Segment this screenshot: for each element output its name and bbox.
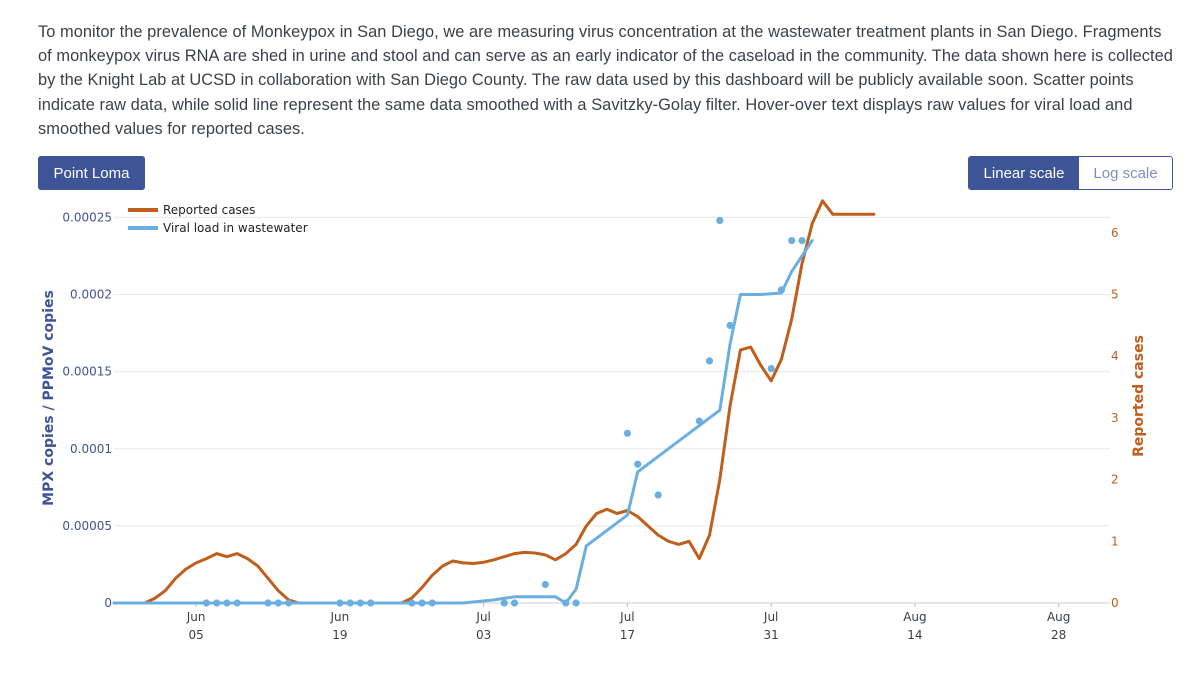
- viral-load-point[interactable]: [798, 237, 806, 245]
- viral-load-point[interactable]: [356, 599, 364, 607]
- viral-load-point[interactable]: [767, 365, 775, 373]
- linear-scale-button[interactable]: Linear scale: [969, 157, 1079, 189]
- x-tick-label-month: Jul: [619, 610, 634, 624]
- x-tick-label-day: 28: [1051, 628, 1066, 642]
- scale-toggle: Linear scale Log scale: [968, 156, 1173, 190]
- y-right-tick-label: 6: [1111, 226, 1119, 240]
- log-scale-button[interactable]: Log scale: [1079, 157, 1172, 189]
- viral-load-point[interactable]: [202, 599, 210, 607]
- x-tick-label-month: Aug: [1047, 610, 1070, 624]
- x-tick-label-day: 05: [189, 628, 204, 642]
- y-axis-right-label: Reported cases: [1131, 335, 1147, 457]
- y-right-tick-label: 1: [1111, 534, 1119, 548]
- viral-load-point[interactable]: [274, 599, 282, 607]
- y-axis-right-ticks: 0 1 2 3 4 5 6: [1111, 226, 1119, 610]
- x-tick-label-day: 03: [476, 628, 491, 642]
- viral-load-point[interactable]: [418, 599, 426, 607]
- viral-load-point[interactable]: [623, 429, 632, 437]
- series-line-viral-load: [112, 239, 814, 605]
- x-axis-ticks: Jun 05 Jun 19 Jul 03 Jul 17 Jul 31 Aug 14 Aug 28: [186, 603, 1070, 642]
- wastewater-chart: 0 0.00005 0.0001 0.00015 0.0002 0.00025 0 1 2 3 4…: [41, 199, 1147, 642]
- y-left-tick-label: 0.00015: [62, 365, 112, 379]
- y-left-tick-label: 0.00005: [62, 519, 112, 533]
- viral-load-point[interactable]: [285, 599, 293, 607]
- legend: Reported cases Viral load in wastewater: [128, 203, 308, 235]
- viral-load-point[interactable]: [367, 599, 375, 607]
- y-right-tick-label: 2: [1111, 473, 1119, 487]
- y-left-tick-label: 0.0001: [70, 442, 112, 456]
- viral-load-point[interactable]: [223, 599, 231, 607]
- x-tick-label-day: 14: [907, 628, 922, 642]
- y-right-tick-label: 4: [1111, 349, 1119, 363]
- viral-load-point[interactable]: [562, 599, 570, 607]
- viral-load-point[interactable]: [716, 216, 724, 225]
- y-axis-left-ticks: 0 0.00005 0.0001 0.00015 0.0002 0.00025: [62, 210, 112, 610]
- viral-load-point[interactable]: [634, 460, 642, 468]
- viral-load-point[interactable]: [788, 237, 796, 245]
- series-layer: [112, 199, 876, 607]
- y-right-tick-label: 3: [1111, 411, 1119, 425]
- x-tick-label-day: 31: [764, 628, 779, 642]
- viral-load-point[interactable]: [695, 417, 703, 425]
- viral-load-point[interactable]: [541, 580, 549, 589]
- viral-load-point[interactable]: [233, 599, 241, 607]
- viral-load-point[interactable]: [705, 357, 714, 365]
- x-tick-label-month: Jul: [763, 610, 778, 624]
- series-line-reported-cases: [112, 199, 876, 605]
- x-tick-label-month: Jun: [330, 610, 350, 624]
- viral-load-point[interactable]: [408, 599, 416, 607]
- x-tick-label-month: Jun: [186, 610, 206, 624]
- x-tick-label-month: Aug: [903, 610, 926, 624]
- viral-load-point[interactable]: [726, 321, 734, 329]
- viral-load-point[interactable]: [213, 599, 221, 607]
- x-tick-label-day: 19: [332, 628, 347, 642]
- y-right-tick-label: 0: [1111, 596, 1119, 610]
- viral-load-point[interactable]: [654, 491, 662, 499]
- legend-label-reported-cases: Reported cases: [163, 203, 255, 217]
- y-left-tick-label: 0.00025: [62, 210, 112, 224]
- viral-load-point[interactable]: [346, 599, 354, 607]
- y-right-tick-label: 5: [1111, 288, 1119, 302]
- viral-load-point[interactable]: [572, 599, 580, 607]
- viral-load-point[interactable]: [510, 599, 519, 607]
- intro-paragraph: To monitor the prevalence of Monkeypox i…: [38, 23, 1173, 138]
- x-tick-label-day: 17: [620, 628, 635, 642]
- viral-load-point[interactable]: [777, 286, 786, 294]
- y-left-tick-label: 0.0002: [70, 288, 112, 302]
- viral-load-point[interactable]: [264, 599, 272, 607]
- x-tick-label-month: Jul: [475, 610, 490, 624]
- legend-label-viral-load: Viral load in wastewater: [163, 221, 308, 235]
- y-left-tick-label: 0: [104, 596, 112, 610]
- viral-load-point[interactable]: [428, 599, 436, 607]
- gridlines: [114, 216, 1110, 604]
- y-axis-left-label: MPX copies / PPMoV copies: [41, 290, 57, 506]
- viral-load-point[interactable]: [336, 599, 344, 607]
- site-point-loma-button[interactable]: Point Loma: [38, 156, 145, 190]
- viral-load-point[interactable]: [500, 599, 508, 607]
